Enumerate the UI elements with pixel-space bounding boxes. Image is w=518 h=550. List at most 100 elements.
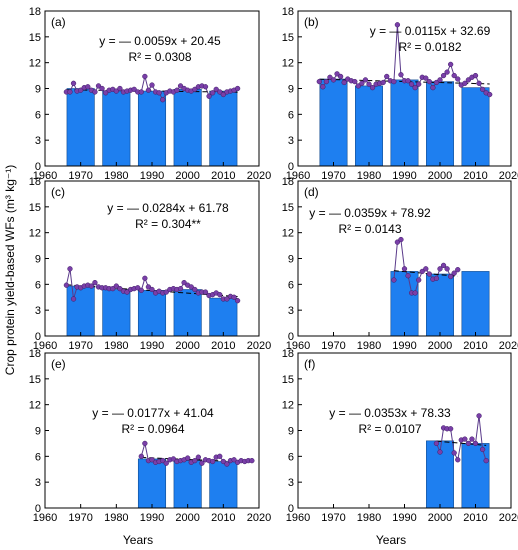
y-tick-label: 18 bbox=[282, 348, 294, 360]
data-point bbox=[142, 73, 148, 80]
data-point bbox=[206, 93, 212, 99]
data-point bbox=[160, 97, 166, 103]
x-tick-label: 2010 bbox=[463, 170, 487, 182]
x-tick-label: 2000 bbox=[175, 512, 199, 524]
data-point bbox=[444, 69, 450, 75]
data-point bbox=[217, 89, 223, 95]
data-point bbox=[113, 88, 119, 94]
data-point bbox=[220, 91, 226, 98]
data-point bbox=[320, 84, 326, 90]
data-point bbox=[384, 73, 390, 80]
data-point bbox=[209, 458, 216, 465]
data-point bbox=[224, 296, 230, 302]
y-tick-label: 0 bbox=[35, 503, 41, 515]
data-point bbox=[359, 80, 365, 86]
data-point bbox=[131, 86, 137, 93]
data-point bbox=[487, 91, 493, 98]
y-tick-label: 9 bbox=[35, 84, 41, 96]
panel-label: (c) bbox=[51, 185, 65, 199]
x-tick-label: 1980 bbox=[104, 512, 128, 524]
data-point bbox=[437, 77, 443, 83]
data-point bbox=[213, 86, 219, 93]
x-tick-label: 1960 bbox=[286, 170, 310, 182]
data-point bbox=[362, 77, 369, 83]
y-tick-label: 6 bbox=[35, 451, 41, 463]
data-point bbox=[465, 77, 472, 83]
x-tick-label: 1970 bbox=[321, 170, 345, 182]
y-tick-label: 15 bbox=[282, 202, 294, 214]
data-point bbox=[423, 75, 429, 81]
data-point bbox=[142, 440, 148, 447]
data-point bbox=[405, 273, 411, 279]
data-point bbox=[437, 266, 443, 272]
data-point bbox=[220, 458, 226, 465]
x-tick-label: 2020 bbox=[499, 512, 518, 524]
y-tick-label: 0 bbox=[35, 161, 41, 173]
data-point bbox=[327, 74, 333, 80]
data-point bbox=[88, 283, 95, 289]
data-point bbox=[355, 83, 362, 89]
r-squared-label: R² = 0.0308 bbox=[128, 50, 191, 64]
x-tick-label: 1970 bbox=[321, 340, 345, 352]
data-point bbox=[145, 87, 152, 93]
x-tick-label: 1960 bbox=[33, 170, 57, 182]
y-tick-label: 15 bbox=[29, 32, 41, 44]
bar bbox=[137, 458, 167, 509]
bar bbox=[66, 285, 95, 337]
x-tick-label: 2010 bbox=[211, 340, 235, 352]
data-point bbox=[202, 84, 209, 90]
chart-panel: 0 3 6 9 12 15 18 1960 1970 1980 1990 2000 2010 2020 (c… bbox=[29, 176, 271, 352]
data-point bbox=[188, 284, 194, 290]
y-tick-label: 6 bbox=[288, 451, 294, 463]
y-tick-label: 0 bbox=[288, 503, 294, 515]
x-tick-label: 2000 bbox=[175, 340, 199, 352]
data-point bbox=[63, 282, 70, 288]
y-tick-label: 18 bbox=[282, 6, 294, 18]
data-point bbox=[217, 292, 223, 298]
data-point bbox=[426, 271, 433, 277]
bar bbox=[426, 81, 454, 167]
y-tick-label: 18 bbox=[29, 176, 41, 188]
data-point bbox=[416, 277, 422, 283]
x-tick-label: 1980 bbox=[357, 170, 381, 182]
chart-panel: 0 3 6 9 12 15 18 1960 1970 1980 1990 2000 2010 2020 (e… bbox=[29, 348, 271, 524]
data-point bbox=[472, 72, 479, 79]
data-point bbox=[391, 277, 397, 283]
y-tick-label: 12 bbox=[282, 228, 294, 240]
bar bbox=[319, 78, 348, 167]
x-tick-label: 2010 bbox=[211, 170, 235, 182]
y-tick-label: 9 bbox=[35, 254, 41, 266]
data-point bbox=[234, 85, 241, 92]
x-tick-label: 1990 bbox=[140, 170, 164, 182]
bar bbox=[209, 461, 238, 509]
x-tick-label: 1980 bbox=[357, 512, 381, 524]
r-squared-label: R² = 0.0182 bbox=[398, 40, 461, 54]
trend-equation: y = — 0.0284x + 61.78 bbox=[107, 201, 229, 215]
data-point bbox=[174, 87, 180, 93]
x-tick-label: 2020 bbox=[247, 512, 271, 524]
bar bbox=[209, 90, 238, 167]
y-tick-label: 9 bbox=[35, 426, 41, 438]
data-point bbox=[138, 453, 144, 459]
y-tick-label: 0 bbox=[288, 331, 294, 343]
data-point bbox=[334, 71, 340, 77]
trend-equation: y = — 0.0059x + 20.45 bbox=[99, 34, 221, 48]
y-tick-label: 3 bbox=[35, 477, 41, 489]
data-point bbox=[95, 83, 102, 89]
data-point bbox=[433, 440, 440, 447]
data-point bbox=[102, 90, 109, 96]
y-tick-label: 6 bbox=[288, 109, 294, 121]
data-point bbox=[234, 298, 241, 304]
data-point bbox=[192, 457, 198, 464]
data-point bbox=[451, 270, 457, 276]
data-point bbox=[401, 266, 408, 272]
data-point bbox=[433, 79, 440, 86]
data-point bbox=[440, 72, 447, 79]
x-tick-label: 1970 bbox=[68, 170, 92, 182]
data-point bbox=[224, 461, 230, 467]
data-point bbox=[70, 80, 77, 86]
x-tick-label: 1980 bbox=[104, 340, 128, 352]
y-tick-label: 12 bbox=[29, 400, 41, 412]
y-axis-title: Crop protein yield-based WFs (m³ kg⁻¹) bbox=[3, 165, 17, 375]
